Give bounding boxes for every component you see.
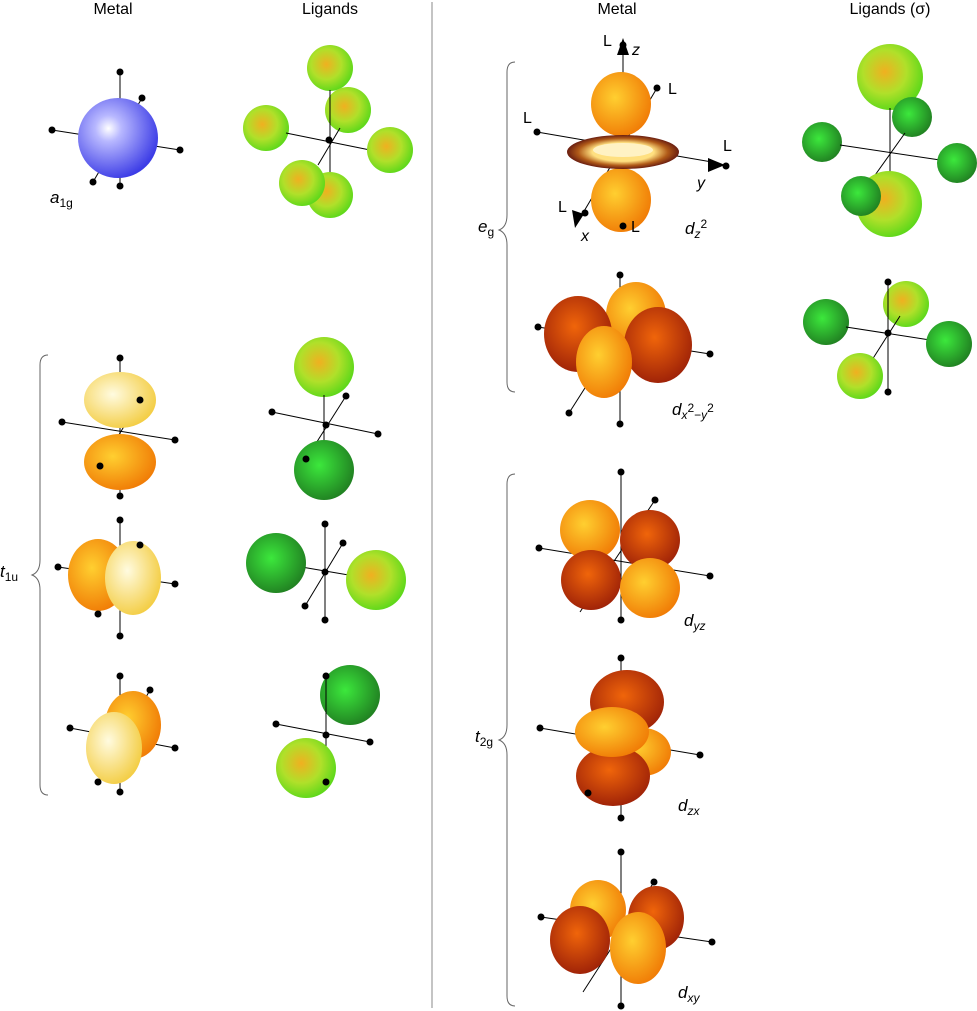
header-right-ligands: Ligands (σ): [849, 1, 930, 18]
ligand-label-left: L: [523, 110, 532, 127]
label-dyz: dyz: [684, 611, 705, 633]
header-left-ligands: Ligands: [302, 1, 358, 18]
orbital-dz2: [533, 38, 730, 232]
label-dzx: dzx: [678, 796, 700, 818]
ligands-t1u-z: [268, 337, 382, 500]
axis-label-y: y: [696, 175, 706, 192]
ligands-t1u-x: [272, 665, 380, 798]
axis-label-x: x: [580, 228, 590, 245]
axis-label-z: z: [631, 42, 640, 59]
label-dz2: dz2: [685, 217, 707, 241]
ligands-t1u-y: [246, 520, 406, 624]
orbital-dyz: [535, 468, 714, 624]
ligands-dz2: [802, 44, 977, 237]
brace-eg: [497, 61, 516, 393]
brace-t1u: [30, 354, 49, 796]
label-dx2-y2: dx2−y2: [672, 400, 714, 422]
orbital-dzx: [536, 654, 704, 822]
ligands-a1g: [243, 45, 413, 218]
orbital-a1g: [48, 68, 184, 190]
header-right-metal: Metal: [597, 1, 636, 18]
ligands-dx2-y2: [803, 278, 972, 399]
ligand-label-top: L: [603, 33, 612, 50]
orbital-t1u-y: [54, 516, 179, 640]
ligand-label-bottom: L: [631, 219, 640, 236]
label-t1u: t1u: [0, 562, 18, 584]
ligand-label-right: L: [723, 138, 732, 155]
orbital-dxy: [537, 848, 716, 1010]
y-axis-arrow-icon: [708, 158, 725, 172]
orbital-dx2-y2: [534, 271, 714, 428]
brace-t2g: [497, 473, 516, 1007]
label-eg: eg: [478, 217, 494, 239]
orbital-t1u-z: [58, 354, 179, 500]
orbital-t1u-x: [66, 672, 179, 796]
label-a1g: a1g: [50, 188, 73, 210]
ligand-label-front: L: [558, 199, 567, 216]
ligand-label-back: L: [668, 81, 677, 98]
x-axis-arrow-icon: [572, 210, 584, 228]
header-left-metal: Metal: [93, 1, 132, 18]
label-dxy: dxy: [678, 983, 700, 1005]
label-t2g: t2g: [475, 727, 493, 749]
